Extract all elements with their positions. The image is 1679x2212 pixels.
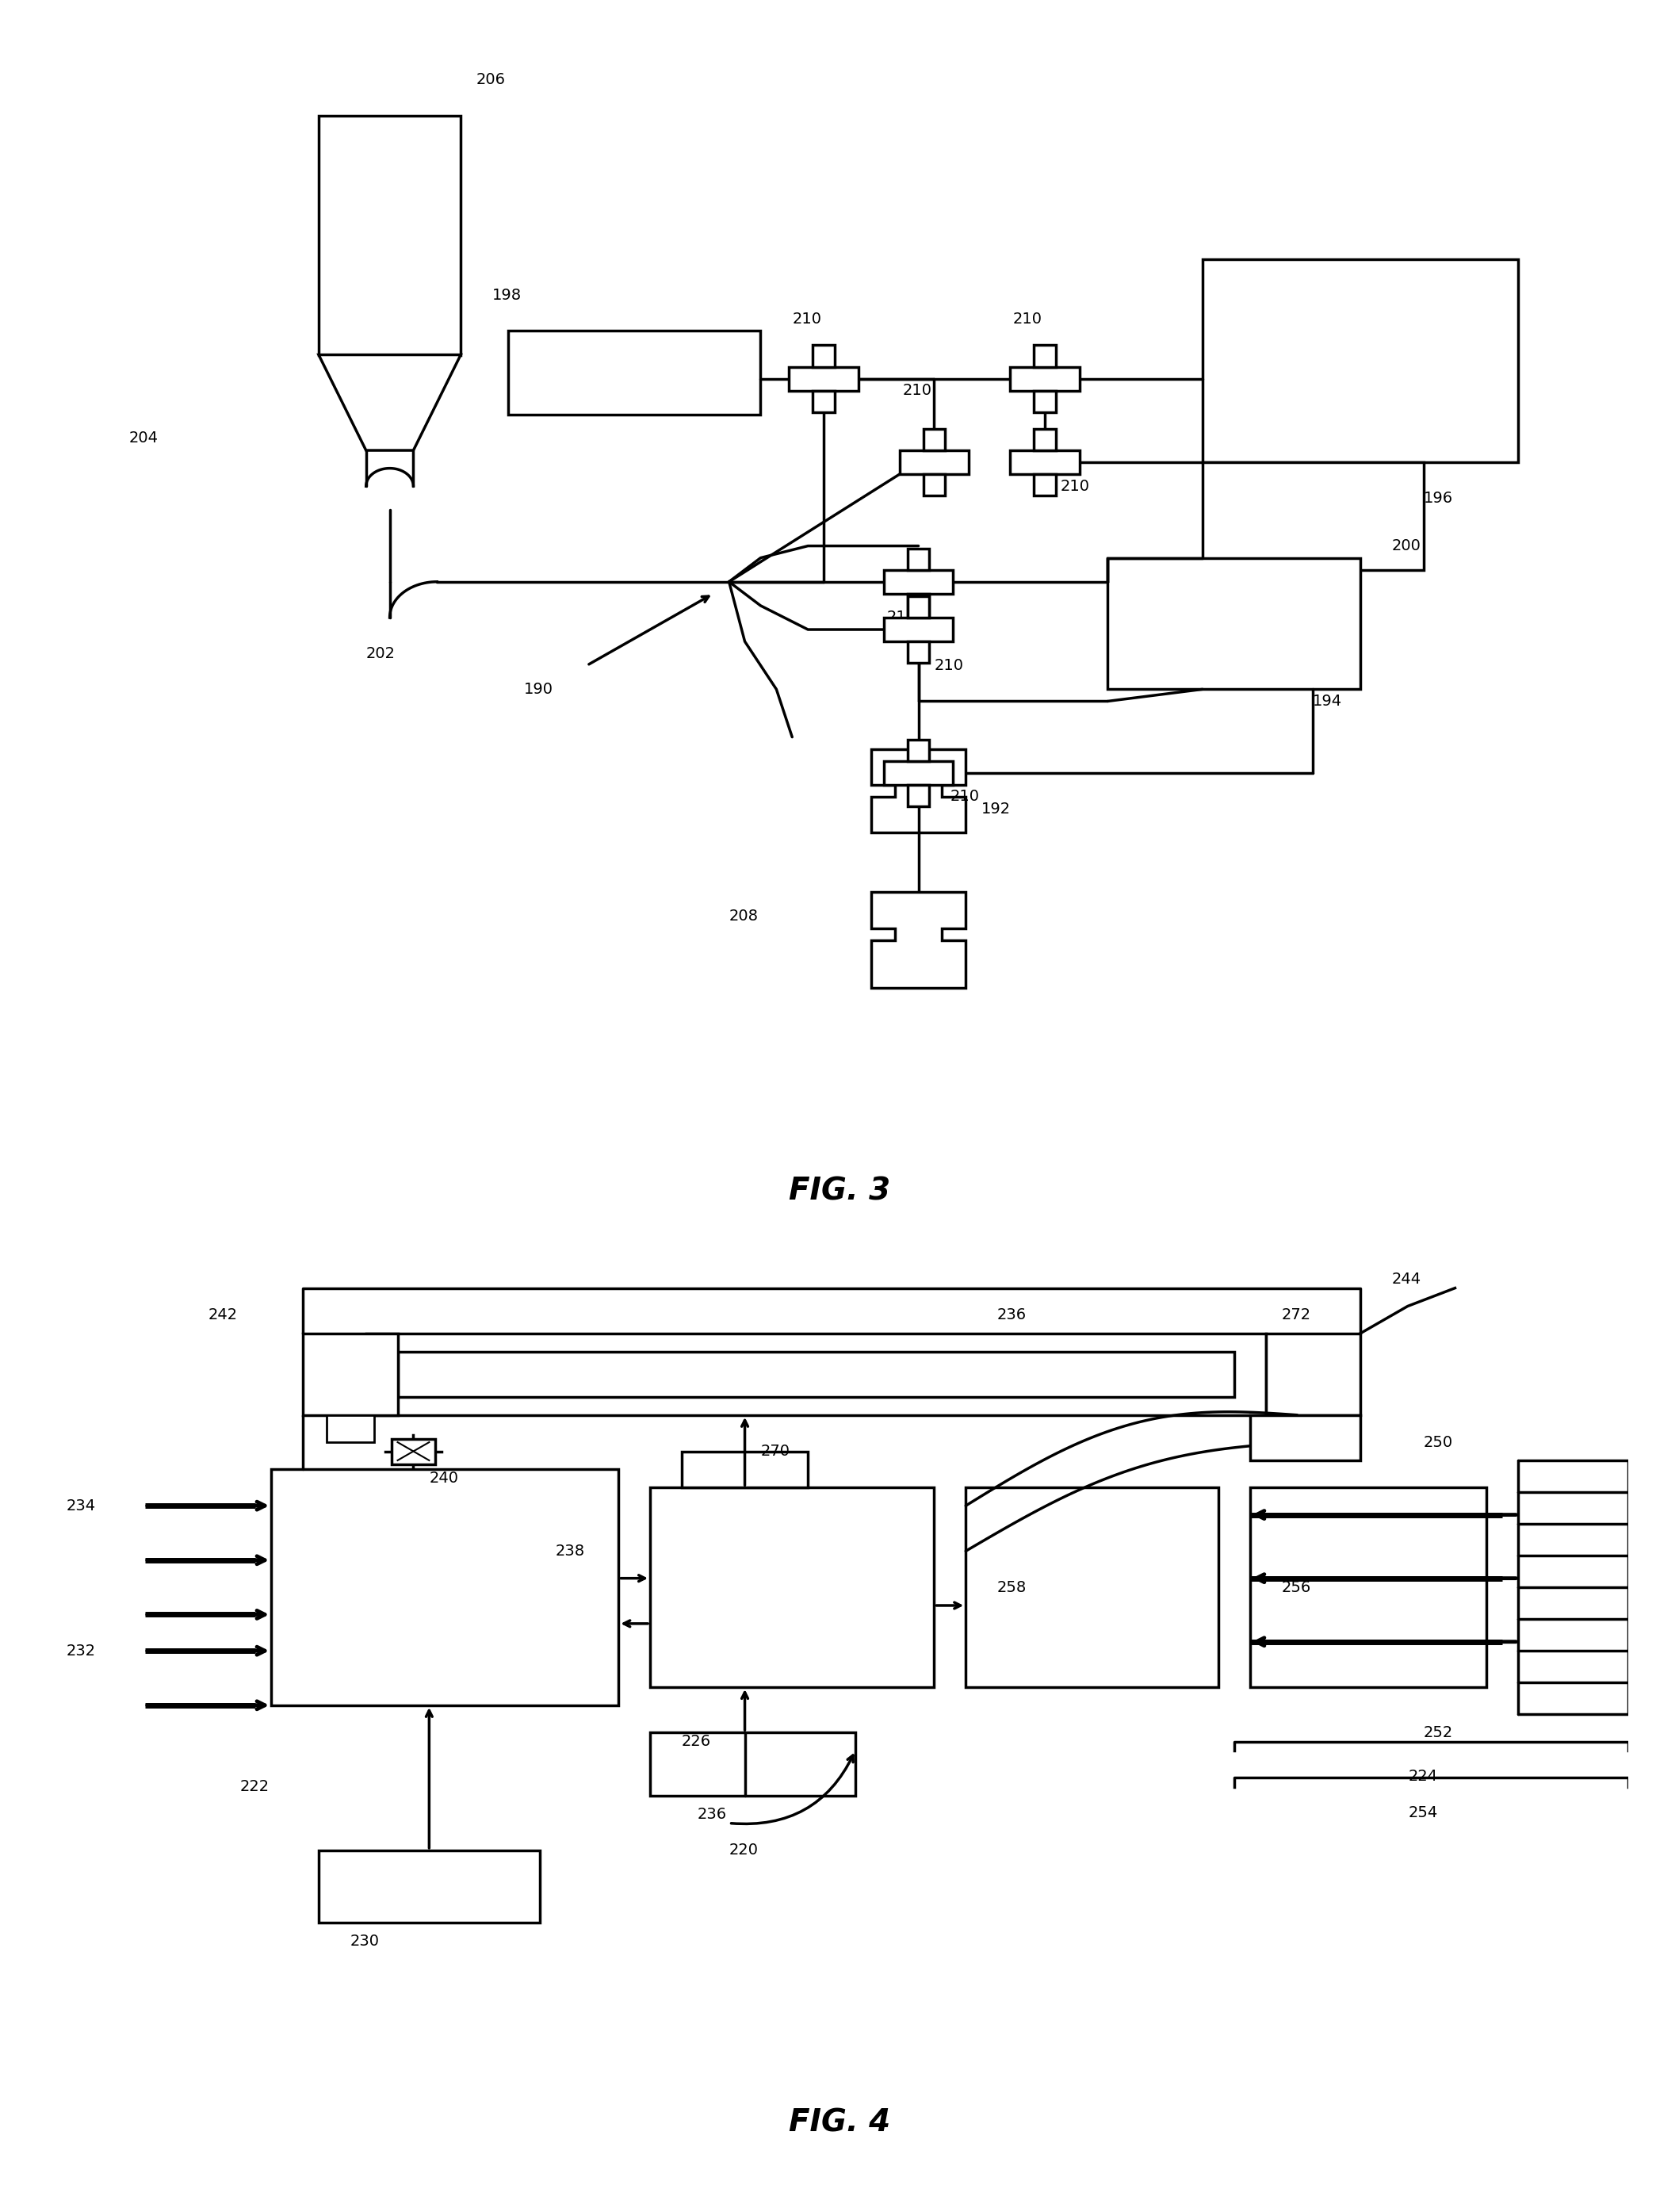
FancyBboxPatch shape: [1034, 429, 1056, 451]
FancyBboxPatch shape: [883, 571, 954, 593]
FancyBboxPatch shape: [327, 1416, 374, 1442]
FancyBboxPatch shape: [1289, 1416, 1336, 1442]
Text: 194: 194: [1313, 695, 1343, 708]
Text: 236: 236: [697, 1807, 727, 1823]
Text: 224: 224: [1409, 1770, 1439, 1783]
Text: 236: 236: [997, 1307, 1028, 1323]
Text: 206: 206: [477, 73, 505, 88]
Text: 226: 226: [682, 1734, 712, 1750]
Text: 272: 272: [1281, 1307, 1311, 1323]
Text: 232: 232: [65, 1644, 96, 1659]
Text: 220: 220: [729, 1843, 759, 1858]
Polygon shape: [871, 750, 965, 832]
FancyBboxPatch shape: [1011, 451, 1080, 473]
FancyBboxPatch shape: [789, 367, 858, 392]
FancyBboxPatch shape: [1202, 462, 1424, 571]
FancyBboxPatch shape: [650, 1486, 934, 1688]
Text: 242: 242: [208, 1307, 238, 1323]
FancyBboxPatch shape: [272, 1469, 618, 1705]
Text: 240: 240: [430, 1471, 458, 1486]
Text: 210: 210: [950, 790, 979, 805]
Text: 200: 200: [1392, 538, 1420, 553]
Text: 196: 196: [1424, 491, 1452, 507]
Text: 210: 210: [1012, 312, 1043, 327]
FancyBboxPatch shape: [813, 392, 834, 411]
FancyBboxPatch shape: [907, 739, 930, 761]
Text: 234: 234: [65, 1498, 96, 1513]
FancyBboxPatch shape: [923, 473, 945, 495]
FancyBboxPatch shape: [1266, 1334, 1360, 1416]
Text: 250: 250: [1424, 1436, 1452, 1449]
Text: 202: 202: [366, 646, 395, 661]
FancyBboxPatch shape: [883, 617, 954, 641]
Text: 244: 244: [1392, 1272, 1422, 1287]
FancyBboxPatch shape: [883, 761, 954, 785]
Text: 238: 238: [556, 1544, 584, 1559]
FancyBboxPatch shape: [319, 1849, 539, 1922]
FancyBboxPatch shape: [907, 595, 930, 617]
Text: 252: 252: [1424, 1725, 1452, 1741]
FancyBboxPatch shape: [907, 641, 930, 664]
Text: 210: 210: [1061, 478, 1090, 493]
Text: FIG. 4: FIG. 4: [789, 2108, 890, 2137]
Text: 256: 256: [1281, 1579, 1311, 1595]
Text: 210: 210: [792, 312, 821, 327]
Text: 208: 208: [729, 909, 759, 925]
FancyBboxPatch shape: [302, 1334, 398, 1416]
Text: 210: 210: [903, 383, 932, 398]
Text: 254: 254: [1409, 1805, 1439, 1820]
FancyBboxPatch shape: [319, 115, 460, 354]
FancyBboxPatch shape: [366, 1334, 1266, 1416]
FancyBboxPatch shape: [509, 332, 761, 414]
Text: 198: 198: [492, 288, 522, 303]
FancyBboxPatch shape: [1034, 345, 1056, 367]
Polygon shape: [319, 354, 460, 451]
Text: FIG. 3: FIG. 3: [789, 1177, 890, 1206]
Text: 230: 230: [351, 1933, 379, 1949]
FancyBboxPatch shape: [682, 1451, 808, 1486]
FancyBboxPatch shape: [650, 1732, 855, 1796]
FancyBboxPatch shape: [1034, 392, 1056, 411]
FancyBboxPatch shape: [900, 451, 969, 473]
FancyBboxPatch shape: [907, 549, 930, 571]
Polygon shape: [871, 891, 965, 989]
Text: 270: 270: [761, 1444, 789, 1460]
Text: 210: 210: [887, 611, 917, 626]
FancyBboxPatch shape: [907, 785, 930, 807]
FancyBboxPatch shape: [965, 1486, 1219, 1688]
FancyBboxPatch shape: [391, 1438, 435, 1464]
Text: 210: 210: [934, 657, 964, 672]
Text: 258: 258: [997, 1579, 1028, 1595]
Text: 222: 222: [240, 1778, 269, 1794]
FancyBboxPatch shape: [1034, 473, 1056, 495]
FancyBboxPatch shape: [1249, 1486, 1486, 1688]
FancyBboxPatch shape: [1249, 1416, 1360, 1460]
FancyBboxPatch shape: [813, 345, 834, 367]
FancyBboxPatch shape: [1202, 259, 1518, 462]
FancyBboxPatch shape: [1011, 367, 1080, 392]
FancyBboxPatch shape: [907, 593, 930, 615]
FancyBboxPatch shape: [1108, 557, 1360, 690]
FancyBboxPatch shape: [923, 429, 945, 451]
Text: 190: 190: [524, 681, 552, 697]
Text: 192: 192: [982, 801, 1011, 816]
Text: 204: 204: [129, 431, 158, 447]
FancyBboxPatch shape: [398, 1352, 1234, 1398]
